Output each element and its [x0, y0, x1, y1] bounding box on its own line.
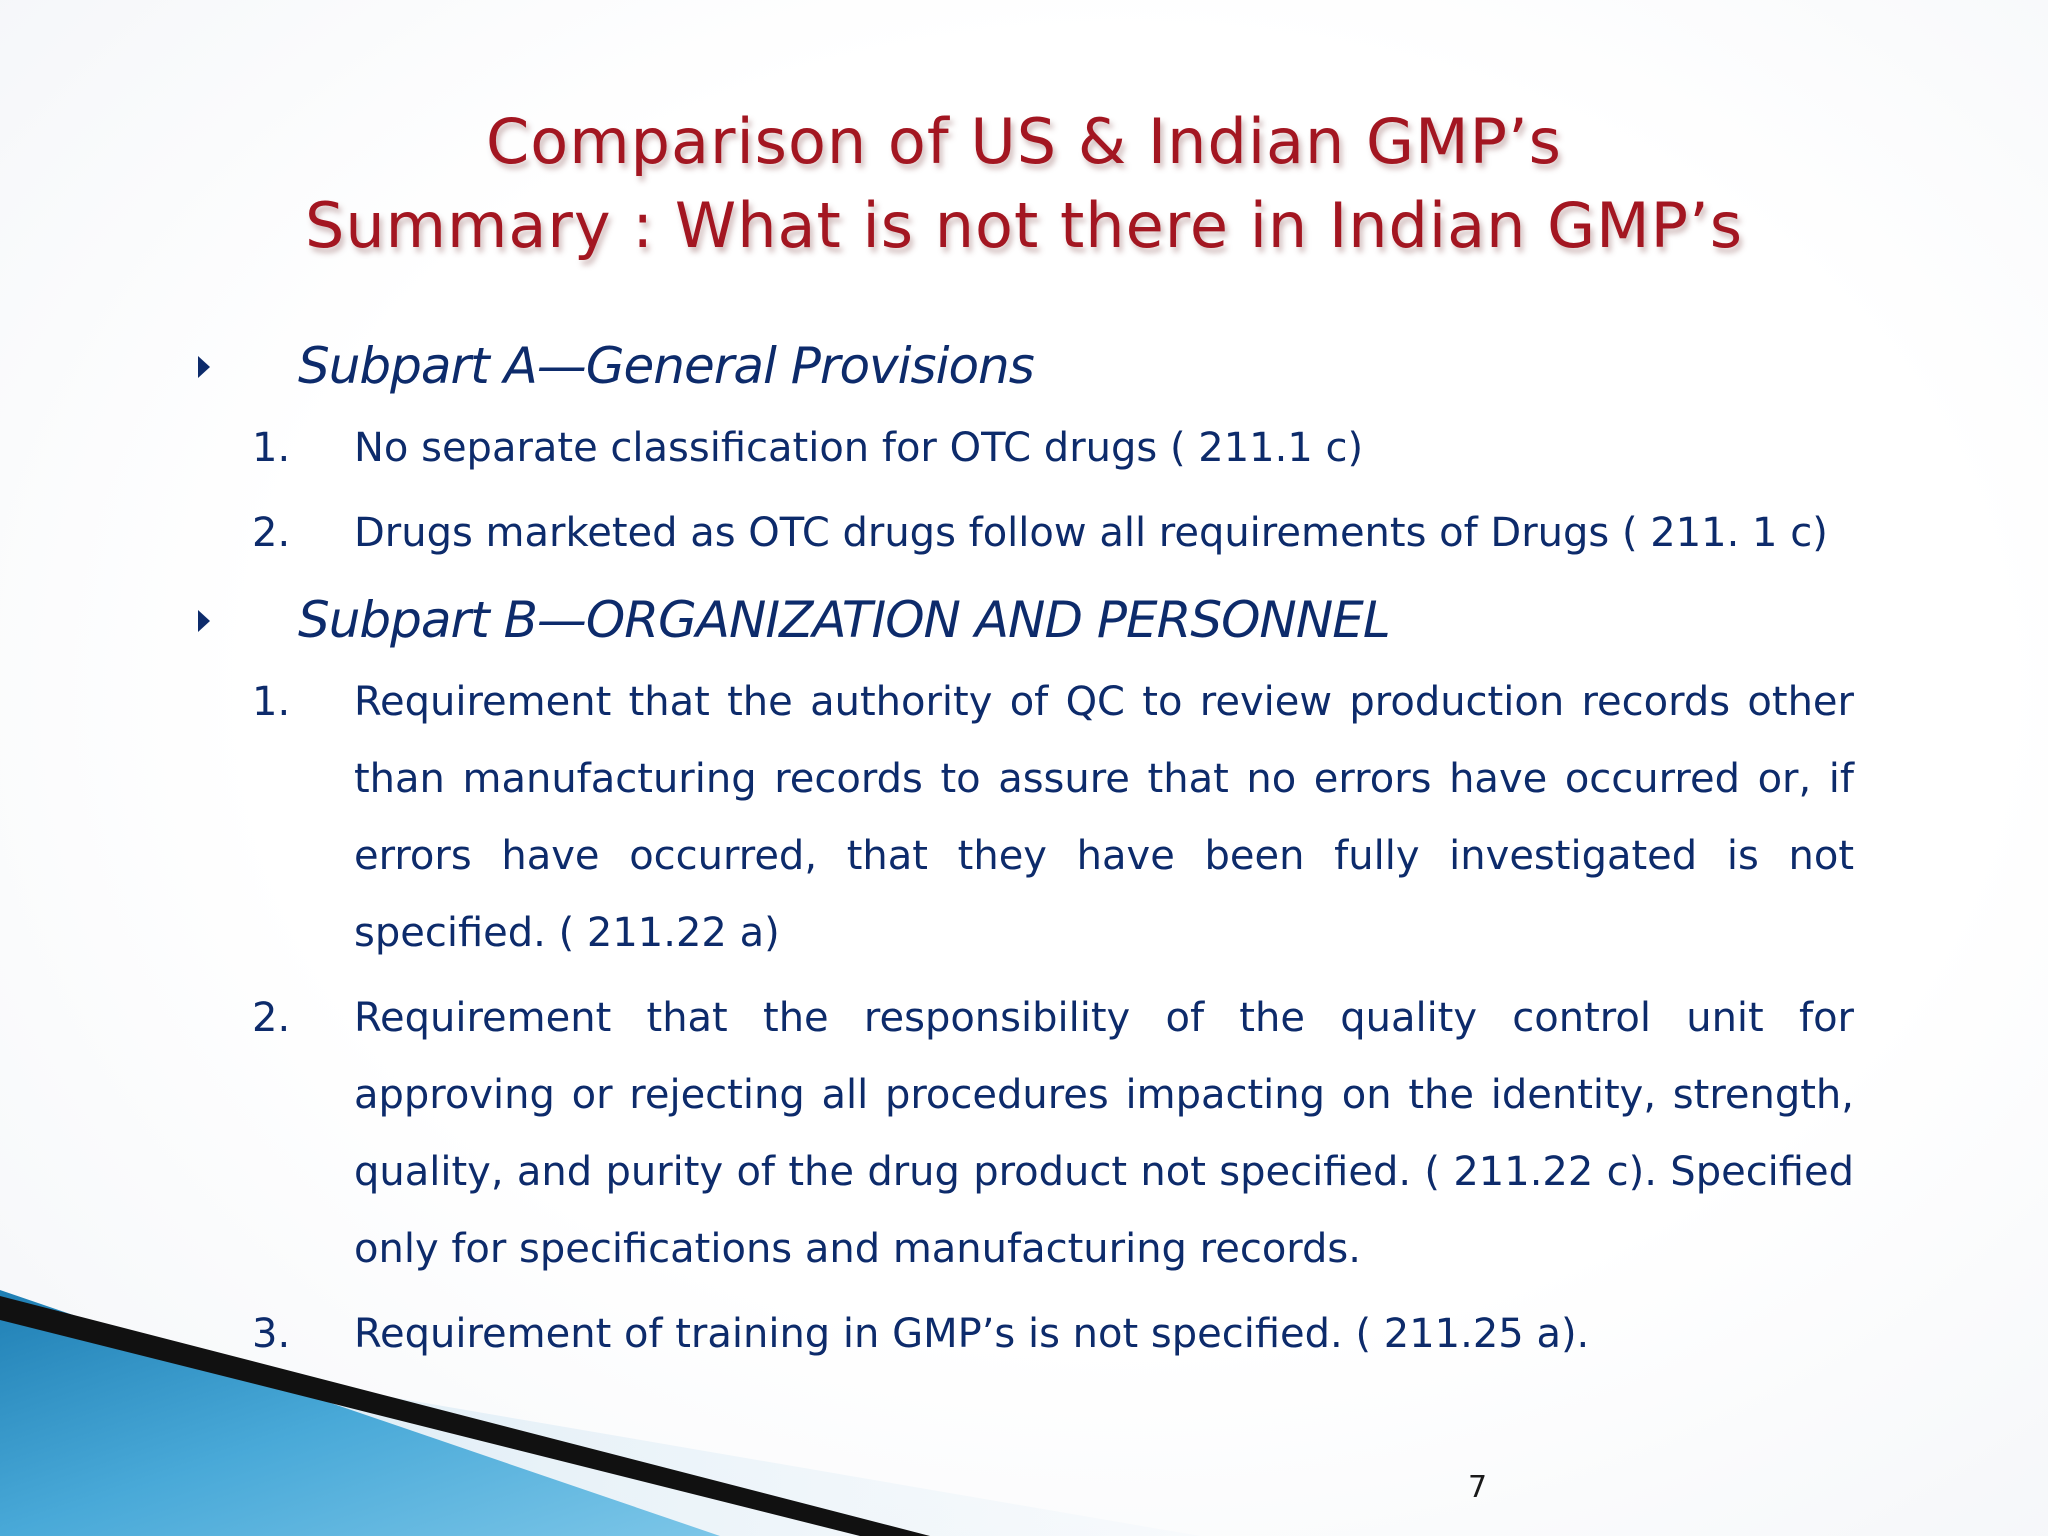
list-item-number: 2.	[252, 995, 291, 1041]
slide-title-line-1: Comparison of US & Indian GMP’s	[486, 105, 1562, 178]
list-item: 3. Requirement of training in GMP’s is n…	[190, 1296, 1890, 1373]
list-item-text: Requirement of training in GMP’s is not …	[354, 1311, 1590, 1357]
list-item-number: 1.	[252, 679, 291, 725]
slide-content: Subpart A—General Provisions 1. No separ…	[190, 330, 1890, 1373]
list-item-text: Drugs marketed as OTC drugs follow all r…	[354, 510, 1828, 556]
list-item: 1. No separate classification for OTC dr…	[190, 410, 1890, 487]
list-item-number: 3.	[252, 1311, 291, 1357]
list-item: 2. Requirement that the responsibility o…	[190, 980, 1890, 1288]
list-item-number: 2.	[252, 510, 291, 556]
section-heading-text: Subpart A—General Provisions	[298, 337, 1035, 395]
section-heading-text: Subpart B—ORGANIZATION AND PERSONNEL	[298, 591, 1391, 649]
list-item-number: 1.	[252, 425, 291, 471]
bullet-arrow-icon	[198, 356, 210, 378]
section-heading-subpart-b: Subpart B—ORGANIZATION AND PERSONNEL	[190, 584, 1890, 656]
list-item-text: Requirement that the authority of QC to …	[354, 679, 1854, 956]
section-heading-subpart-a: Subpart A—General Provisions	[190, 330, 1890, 402]
title-block: Comparison of US & Indian GMP’s Summary …	[0, 100, 2048, 268]
slide-title-line-2: Summary : What is not there in Indian GM…	[304, 189, 1744, 262]
page-number: 7	[1468, 1470, 1488, 1505]
list-item: 2. Drugs marketed as OTC drugs follow al…	[190, 495, 1890, 572]
list-item-text: Requirement that the responsibility of t…	[354, 995, 1854, 1272]
list-item: 1. Requirement that the authority of QC …	[190, 664, 1890, 972]
list-item-text: No separate classification for OTC drugs…	[354, 425, 1364, 471]
bullet-arrow-icon	[198, 610, 210, 632]
